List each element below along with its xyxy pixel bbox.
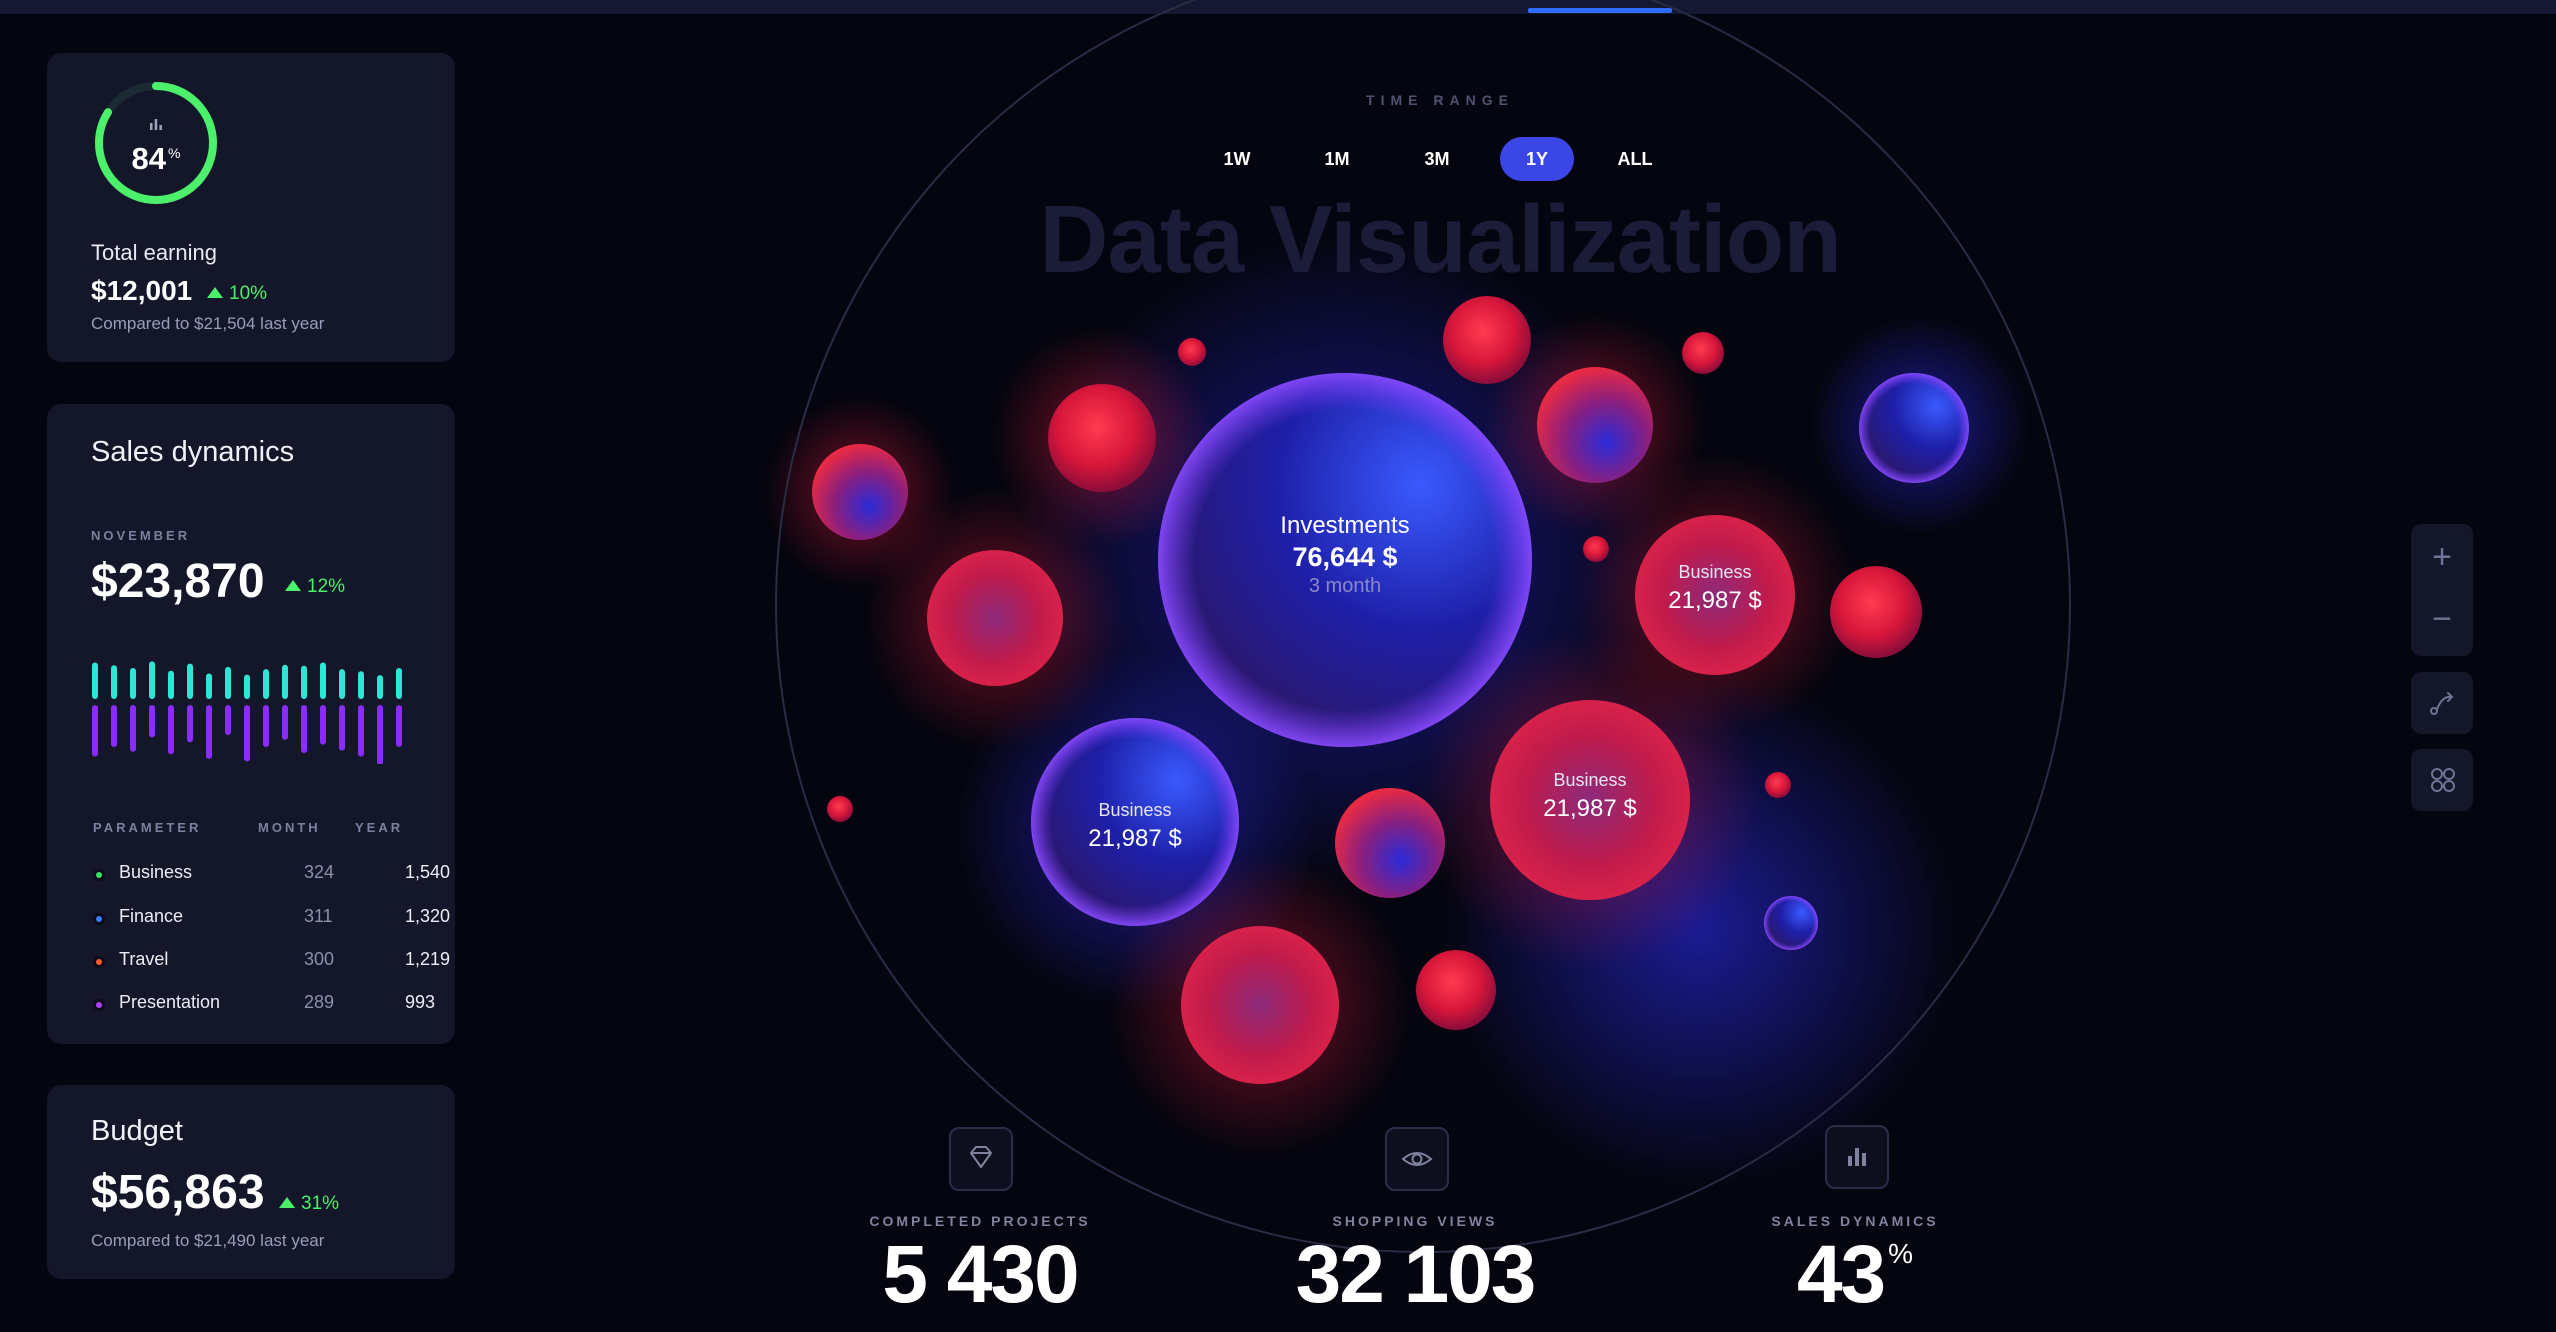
row-name: Travel — [119, 949, 169, 969]
legend-dot — [93, 869, 105, 881]
shopping-views-label: SHOPPING VIEWS — [1332, 1213, 1498, 1229]
bubble — [1830, 566, 1922, 658]
bubble — [1416, 950, 1496, 1030]
bar-chart-icon — [1825, 1125, 1889, 1189]
sales-dynamics-value: 43% — [1796, 1229, 1914, 1320]
investments-label: Investments 76,644 $ 3 month — [1280, 512, 1410, 597]
sales-amount: $23,870 — [91, 555, 265, 608]
range-button-1w[interactable]: 1W — [1223, 149, 1251, 169]
table-header-year: YEAR — [355, 820, 404, 835]
bubble — [1048, 384, 1156, 492]
budget-title: Budget — [91, 1115, 183, 1147]
legend-dot — [93, 999, 105, 1011]
grid-view-button[interactable] — [2411, 749, 2473, 811]
budget-card: Budget $56,863 31% Compared to $21,490 l… — [47, 1085, 455, 1279]
table-row: Business 324 1,540 — [91, 862, 450, 892]
time-range-label: TIME RANGE — [1366, 92, 1514, 108]
earning-amount: $12,001 — [91, 275, 193, 306]
business-center-label: Business 21,987 $ — [1543, 770, 1637, 822]
bubble — [1181, 926, 1339, 1084]
table-row: Finance 311 1,320 — [91, 906, 450, 936]
range-button-all[interactable]: ALL — [1617, 149, 1653, 169]
bubble — [827, 796, 853, 822]
sales-period: NOVEMBER — [91, 528, 191, 543]
route-icon — [2430, 692, 2454, 715]
table-header-parameter: PARAMETER — [93, 820, 202, 835]
top-bar-active-indicator — [1528, 8, 1672, 13]
zoom-out-button[interactable]: − — [2432, 600, 2452, 638]
zoom-controls: + − — [2411, 524, 2473, 656]
bubble — [1859, 373, 1969, 483]
table-row: Travel 300 1,219 — [91, 949, 450, 979]
row-year: 1,219 — [405, 949, 451, 969]
eye-icon — [1385, 1127, 1449, 1191]
top-bar — [0, 0, 2556, 14]
total-earning-card: 84% Total earning $12,001 10% Compared t… — [47, 53, 455, 362]
row-name: Business — [119, 862, 193, 882]
range-button-3m[interactable]: 3M — [1424, 149, 1450, 169]
sales-title: Sales dynamics — [91, 436, 295, 468]
table-row: Presentation 289 993 — [91, 992, 435, 1022]
bubble — [1682, 332, 1724, 374]
earning-title: Total earning — [91, 240, 217, 265]
bubble — [927, 550, 1063, 686]
bubble — [1443, 296, 1531, 384]
bubble-business-right — [1635, 515, 1795, 675]
route-button[interactable] — [2411, 672, 2473, 734]
diamond-icon — [949, 1127, 1013, 1191]
row-month: 324 — [304, 862, 335, 882]
zoom-in-button[interactable]: + — [2432, 538, 2452, 576]
table-header-month: MONTH — [258, 820, 321, 835]
bubble — [1178, 338, 1206, 366]
page-title: Data Visualization — [1039, 186, 1842, 293]
bubble — [1335, 788, 1445, 898]
bubble-business-center — [1490, 700, 1690, 900]
bubble — [812, 444, 908, 540]
earning-progress-ring — [95, 82, 217, 204]
bubble-investments — [1158, 373, 1532, 747]
row-year: 993 — [405, 992, 436, 1012]
business-left-label: Business 21,987 $ — [1088, 800, 1182, 852]
completed-projects-label: COMPLETED PROJECTS — [869, 1213, 1091, 1229]
bubble — [1537, 367, 1653, 483]
shopping-views-value: 32 103 — [1295, 1229, 1537, 1320]
range-button-1y[interactable]: 1Y — [1500, 137, 1574, 181]
legend-dot — [93, 913, 105, 925]
sales-sparkline — [92, 661, 402, 764]
sales-dynamics-card: Sales dynamics NOVEMBER $23,870 12% PARA… — [47, 404, 455, 1044]
row-month: 300 — [304, 949, 335, 969]
bubble-business-left — [1031, 718, 1239, 926]
row-year: 1,540 — [405, 862, 451, 882]
budget-delta: 31% — [279, 1193, 339, 1215]
budget-compare: Compared to $21,490 last year — [91, 1231, 325, 1250]
range-button-1m[interactable]: 1M — [1324, 149, 1350, 169]
row-year: 1,320 — [405, 906, 451, 926]
earning-compare: Compared to $21,504 last year — [91, 314, 325, 333]
boundary-circle — [775, 0, 2071, 1253]
grid-icon — [2431, 768, 2455, 792]
row-name: Finance — [119, 906, 184, 926]
bar-chart-icon — [150, 119, 162, 130]
row-month: 289 — [304, 992, 335, 1012]
earning-delta: 10% — [207, 283, 267, 305]
sales-delta: 12% — [285, 576, 345, 598]
completed-projects-value: 5 430 — [882, 1229, 1079, 1320]
budget-amount: $56,863 — [91, 1166, 265, 1219]
legend-dot — [93, 956, 105, 968]
bubble — [1765, 772, 1791, 798]
sales-dynamics-label: SALES DYNAMICS — [1771, 1213, 1939, 1229]
row-name: Presentation — [119, 992, 221, 1012]
bubble — [1764, 896, 1818, 950]
earning-progress-value: 84% — [131, 141, 181, 176]
bubble — [1583, 536, 1609, 562]
business-right-label: Business 21,987 $ — [1668, 562, 1762, 614]
row-month: 311 — [304, 906, 333, 926]
